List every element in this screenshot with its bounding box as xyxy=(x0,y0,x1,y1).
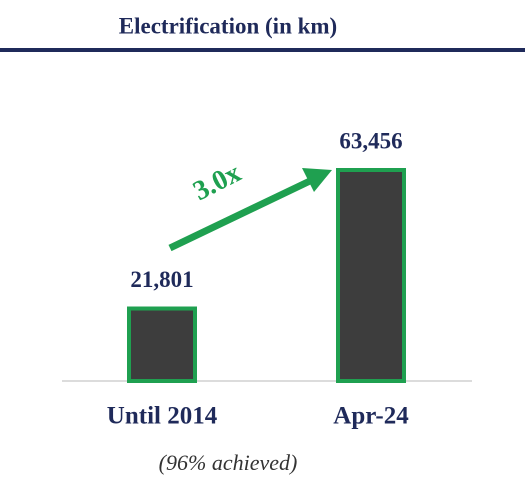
arrow-head xyxy=(302,168,332,192)
value-label: 21,801 xyxy=(130,267,193,292)
title-rule xyxy=(0,48,525,52)
growth-label: 3.0x xyxy=(188,157,246,207)
chart-title: Electrification (in km) xyxy=(119,13,337,38)
x-tick-label: Until 2014 xyxy=(107,403,218,430)
bar xyxy=(336,168,406,383)
x-tick-label: Apr-24 xyxy=(333,403,409,430)
growth-arrow xyxy=(168,176,314,252)
bar xyxy=(127,306,197,383)
note: (96% achieved) xyxy=(159,450,298,475)
value-label: 63,456 xyxy=(339,128,402,153)
